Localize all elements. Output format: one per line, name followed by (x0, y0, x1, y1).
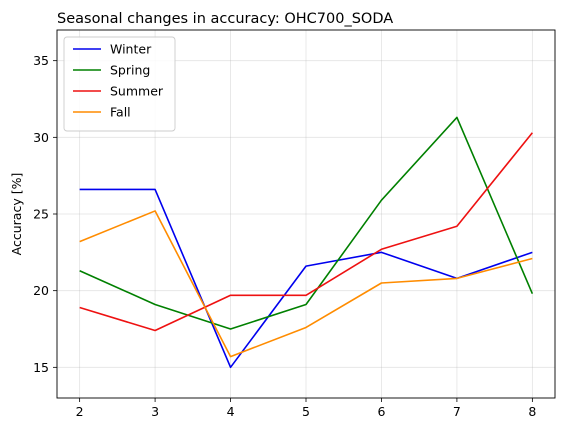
legend-label-summer: Summer (110, 84, 164, 99)
series-layer (79, 116, 534, 369)
y-axis-label: Accuracy [%] (9, 173, 24, 256)
series-line-summer (79, 132, 533, 332)
y-tick-label: 30 (33, 130, 49, 145)
y-tick-label: 35 (33, 53, 49, 68)
x-tick-label: 3 (151, 404, 159, 419)
y-axis: 15 20 25 30 35 (33, 53, 57, 375)
x-tick-label: 8 (528, 404, 536, 419)
series-line-spring (79, 116, 534, 330)
legend-label-winter: Winter (110, 42, 152, 57)
y-tick-label: 25 (33, 207, 49, 222)
y-tick-label: 20 (33, 283, 49, 298)
legend-box (63, 36, 176, 132)
legend-label-fall: Fall (110, 105, 131, 120)
x-axis: 2 3 4 5 6 7 8 (76, 398, 536, 419)
x-tick-label: 6 (377, 404, 385, 419)
x-tick-label: 7 (453, 404, 461, 419)
legend: Winter Spring Summer Fall (63, 36, 176, 132)
y-tick-label: 15 (33, 360, 49, 375)
grid (57, 30, 555, 398)
series-line-fall (79, 210, 533, 358)
legend-label-spring: Spring (110, 63, 150, 78)
x-tick-label: 4 (227, 404, 235, 419)
x-tick-label: 2 (76, 404, 84, 419)
chart-title: Seasonal changes in accuracy: OHC700_SOD… (57, 11, 393, 27)
x-tick-label: 5 (302, 404, 310, 419)
